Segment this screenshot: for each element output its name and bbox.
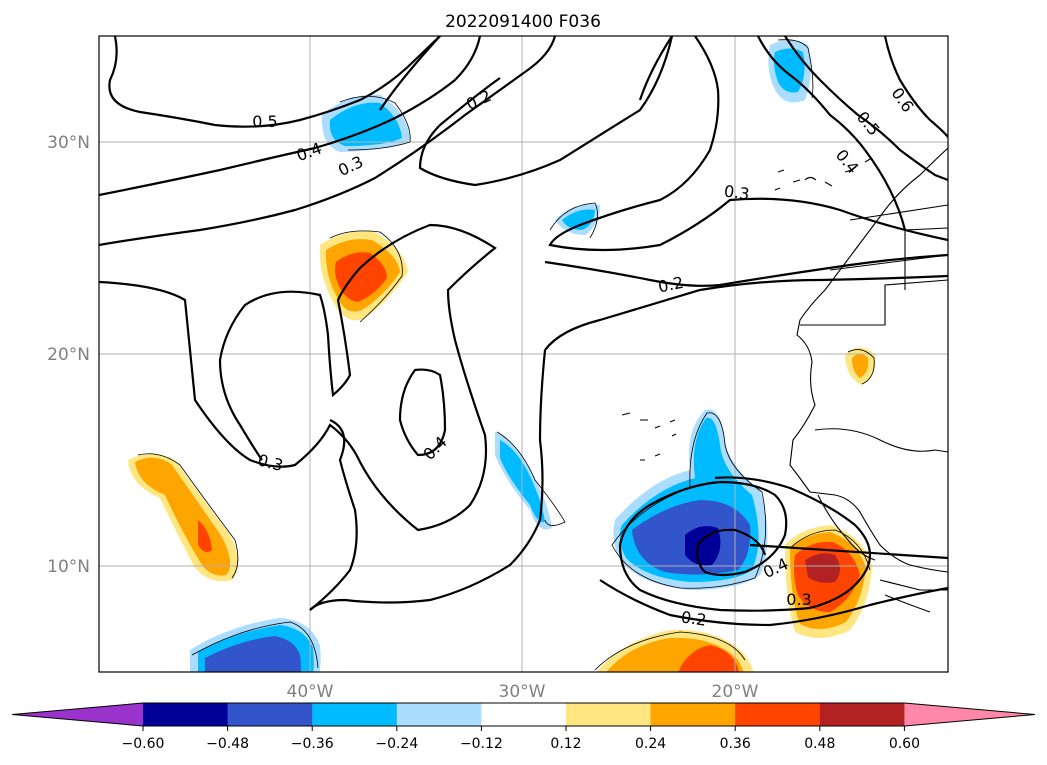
colorbar-segment [227, 703, 313, 726]
colorbar-segment [143, 703, 229, 726]
colorbar-tick-label: −0.36 [291, 736, 334, 752]
colorbar-segment [650, 703, 736, 726]
colorbar-segment [481, 703, 567, 726]
contour-label: 0.2 [656, 273, 685, 297]
contour-label: 0.2 [680, 607, 708, 629]
map-title: 2022091400 F036 [445, 12, 601, 32]
contour-label: 0.3 [723, 181, 751, 203]
colorbar-segment [566, 703, 652, 726]
lon-label: 20°W [712, 682, 759, 702]
contour-lines [99, 36, 948, 627]
contour-label: 0.3 [786, 590, 811, 609]
map-frame [98, 35, 949, 673]
colorbar-extend-high [904, 703, 1035, 726]
colorbar-extend-low [12, 703, 143, 726]
colorbar-tick-label: 0.24 [635, 736, 666, 752]
lat-label: 20°N [47, 345, 90, 365]
colorbar-tick-label: 0.12 [550, 736, 581, 752]
lon-label: 40°W [287, 682, 334, 702]
colorbar-segment [312, 703, 398, 726]
colorbar-tick-label: 0.36 [720, 736, 751, 752]
colorbar-segment [819, 703, 905, 726]
colorbar: −0.60 −0.48 −0.36 −0.24 −0.12 0.12 0.24 0.36 0.4… [11, 702, 1036, 752]
colorbar-tick-label: 0.60 [889, 736, 920, 752]
thin-contour-outlines [137, 39, 875, 671]
contour-label: 0.5 [252, 112, 277, 131]
map-area: 0.5 0.4 0.3 0.2 0.3 0.6 0.5 0.4 0.2 0.3 … [99, 36, 948, 672]
colorbar-tick-label: −0.60 [122, 736, 165, 752]
colorbar-tick-label: 0.48 [804, 736, 835, 752]
lat-label: 30°N [47, 133, 90, 153]
coastlines [621, 147, 948, 613]
colorbar-segment [396, 703, 482, 726]
lon-label: 30°W [499, 682, 546, 702]
lat-label: 10°N [47, 557, 90, 577]
colorbar-tick-label: −0.12 [460, 736, 503, 752]
gridlines [99, 36, 948, 672]
longitude-labels: 40°W 30°W 20°W [287, 682, 759, 702]
colorbar-tick-label: −0.24 [375, 736, 418, 752]
latitude-labels: 30°N 20°N 10°N [47, 133, 90, 577]
colorbar-tick-label: −0.48 [206, 736, 249, 752]
colorbar-segment [735, 703, 821, 726]
